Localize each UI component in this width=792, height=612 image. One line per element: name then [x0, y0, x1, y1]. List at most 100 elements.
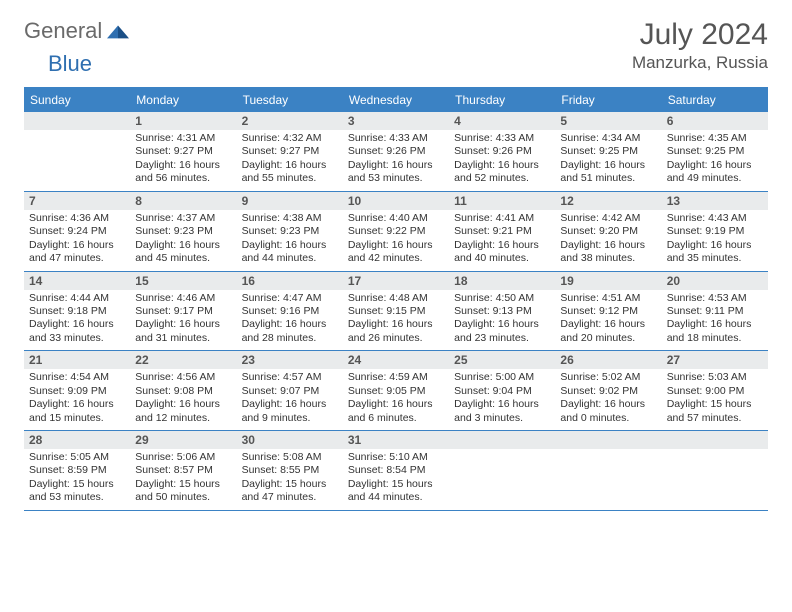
- sunrise-text: Sunrise: 4:59 AM: [348, 371, 444, 384]
- day-cell: 7Sunrise: 4:36 AMSunset: 9:24 PMDaylight…: [24, 192, 130, 271]
- daylight-text: Daylight: 15 hours and 44 minutes.: [348, 478, 444, 505]
- day-number: 22: [130, 351, 236, 369]
- sunset-text: Sunset: 9:02 PM: [560, 385, 656, 398]
- day-number: [24, 112, 130, 130]
- sunset-text: Sunset: 9:08 PM: [135, 385, 231, 398]
- sunrise-text: Sunrise: 4:37 AM: [135, 212, 231, 225]
- day-cell: 23Sunrise: 4:57 AMSunset: 9:07 PMDayligh…: [237, 351, 343, 430]
- sunrise-text: Sunrise: 4:31 AM: [135, 132, 231, 145]
- day-number: 3: [343, 112, 449, 130]
- sunset-text: Sunset: 9:27 PM: [135, 145, 231, 158]
- day-cell: 20Sunrise: 4:53 AMSunset: 9:11 PMDayligh…: [662, 272, 768, 351]
- sunset-text: Sunset: 9:00 PM: [667, 385, 763, 398]
- day-number: 11: [449, 192, 555, 210]
- week-row: 7Sunrise: 4:36 AMSunset: 9:24 PMDaylight…: [24, 192, 768, 272]
- daylight-text: Daylight: 16 hours and 12 minutes.: [135, 398, 231, 425]
- daylight-text: Daylight: 16 hours and 55 minutes.: [242, 159, 338, 186]
- day-cell: 11Sunrise: 4:41 AMSunset: 9:21 PMDayligh…: [449, 192, 555, 271]
- sunrise-text: Sunrise: 4:56 AM: [135, 371, 231, 384]
- weekday-header: Wednesday: [343, 89, 449, 112]
- daylight-text: Daylight: 16 hours and 31 minutes.: [135, 318, 231, 345]
- daylight-text: Daylight: 16 hours and 56 minutes.: [135, 159, 231, 186]
- day-number: 14: [24, 272, 130, 290]
- day-cell: 4Sunrise: 4:33 AMSunset: 9:26 PMDaylight…: [449, 112, 555, 191]
- daylight-text: Daylight: 15 hours and 47 minutes.: [242, 478, 338, 505]
- day-number: [449, 431, 555, 449]
- daylight-text: Daylight: 16 hours and 3 minutes.: [454, 398, 550, 425]
- calendar: Sunday Monday Tuesday Wednesday Thursday…: [24, 87, 768, 511]
- sunset-text: Sunset: 9:19 PM: [667, 225, 763, 238]
- sunrise-text: Sunrise: 4:47 AM: [242, 292, 338, 305]
- sunrise-text: Sunrise: 4:34 AM: [560, 132, 656, 145]
- daylight-text: Daylight: 16 hours and 18 minutes.: [667, 318, 763, 345]
- sunset-text: Sunset: 9:21 PM: [454, 225, 550, 238]
- daylight-text: Daylight: 16 hours and 52 minutes.: [454, 159, 550, 186]
- sunset-text: Sunset: 9:04 PM: [454, 385, 550, 398]
- day-number: 26: [555, 351, 661, 369]
- day-number: 12: [555, 192, 661, 210]
- day-number: 16: [237, 272, 343, 290]
- sunrise-text: Sunrise: 4:46 AM: [135, 292, 231, 305]
- day-cell: 24Sunrise: 4:59 AMSunset: 9:05 PMDayligh…: [343, 351, 449, 430]
- daylight-text: Daylight: 16 hours and 49 minutes.: [667, 159, 763, 186]
- daylight-text: Daylight: 16 hours and 0 minutes.: [560, 398, 656, 425]
- day-number: 6: [662, 112, 768, 130]
- day-cell: 6Sunrise: 4:35 AMSunset: 9:25 PMDaylight…: [662, 112, 768, 191]
- daylight-text: Daylight: 15 hours and 50 minutes.: [135, 478, 231, 505]
- daylight-text: Daylight: 16 hours and 23 minutes.: [454, 318, 550, 345]
- day-cell: 26 Sunrise: 5:02 AMSunset: 9:02 PMDayligh…: [555, 351, 661, 430]
- sunrise-text: Sunrise: 5:00 AM: [454, 371, 550, 384]
- sunset-text: Sunset: 9:18 PM: [29, 305, 125, 318]
- day-cell: 14Sunrise: 4:44 AMSunset: 9:18 PMDayligh…: [24, 272, 130, 351]
- day-cell: 9Sunrise: 4:38 AMSunset: 9:23 PMDaylight…: [237, 192, 343, 271]
- sunrise-text: Sunrise: 4:54 AM: [29, 371, 125, 384]
- sunset-text: Sunset: 9:27 PM: [242, 145, 338, 158]
- weekday-header: Saturday: [662, 89, 768, 112]
- sunrise-text: Sunrise: 4:57 AM: [242, 371, 338, 384]
- title-block: July 2024 Manzurka, Russia: [632, 18, 768, 73]
- weekday-header: Monday: [130, 89, 236, 112]
- day-number: 13: [662, 192, 768, 210]
- sunset-text: Sunset: 9:11 PM: [667, 305, 763, 318]
- sunrise-text: Sunrise: 4:33 AM: [348, 132, 444, 145]
- location: Manzurka, Russia: [632, 53, 768, 73]
- sunset-text: Sunset: 9:16 PM: [242, 305, 338, 318]
- day-cell: 1 Sunrise: 4:31 AMSunset: 9:27 PMDaylight…: [130, 112, 236, 191]
- day-number: 18: [449, 272, 555, 290]
- sunset-text: Sunset: 9:15 PM: [348, 305, 444, 318]
- day-number: 31: [343, 431, 449, 449]
- sunrise-text: Sunrise: 4:44 AM: [29, 292, 125, 305]
- sunset-text: Sunset: 9:20 PM: [560, 225, 656, 238]
- week-row: 1Sunrise: 4:31 AMSunset: 9:27 PMDaylight…: [24, 112, 768, 192]
- day-cell: 18Sunrise: 4:50 AMSunset: 9:13 PMDayligh…: [449, 272, 555, 351]
- week-row: 28Sunrise: 5:05 AMSunset: 8:59 PMDayligh…: [24, 431, 768, 511]
- weekday-header-row: Sunday Monday Tuesday Wednesday Thursday…: [24, 89, 768, 112]
- day-cell: 13Sunrise: 4:43 AMSunset: 9:19 PMDayligh…: [662, 192, 768, 271]
- weekday-header: Tuesday: [237, 89, 343, 112]
- day-number: 27: [662, 351, 768, 369]
- day-number: 1: [130, 112, 236, 130]
- week-row: 21Sunrise: 4:54 AMSunset: 9:09 PMDayligh…: [24, 351, 768, 431]
- day-number: 23: [237, 351, 343, 369]
- week-row: 14 Sunrise: 4:44 AMSunset: 9:18 PM Dayligh…: [24, 272, 768, 352]
- day-cell: 30Sunrise: 5:08 AMSunset: 8:55 PMDayligh…: [237, 431, 343, 510]
- sunrise-text: Sunrise: 5:06 AM: [135, 451, 231, 464]
- day-number: [662, 431, 768, 449]
- brand-mark-icon: [107, 23, 129, 39]
- sunset-text: Sunset: 9:05 PM: [348, 385, 444, 398]
- day-cell: 31Sunrise: 5:10 AMSunset: 8:54 PMDayligh…: [343, 431, 449, 510]
- sunset-text: Sunset: 8:55 PM: [242, 464, 338, 477]
- sunrise-text: Sunrise: 5:08 AM: [242, 451, 338, 464]
- brand-logo: General: [24, 18, 131, 44]
- sunset-text: Sunset: 9:26 PM: [454, 145, 550, 158]
- month-title: July 2024: [632, 18, 768, 51]
- day-cell: 16Sunrise: 4:47 AMSunset: 9:16 PMDayligh…: [237, 272, 343, 351]
- day-cell: [662, 431, 768, 510]
- sunrise-text: Sunrise: 4:32 AM: [242, 132, 338, 145]
- sunrise-text: Sunrise: 5:03 AM: [667, 371, 763, 384]
- day-cell: [555, 431, 661, 510]
- daylight-text: Daylight: 16 hours and 53 minutes.: [348, 159, 444, 186]
- sunset-text: Sunset: 9:25 PM: [560, 145, 656, 158]
- sunrise-text: Sunrise: 5:02 AM: [560, 371, 656, 384]
- sunset-text: Sunset: 8:54 PM: [348, 464, 444, 477]
